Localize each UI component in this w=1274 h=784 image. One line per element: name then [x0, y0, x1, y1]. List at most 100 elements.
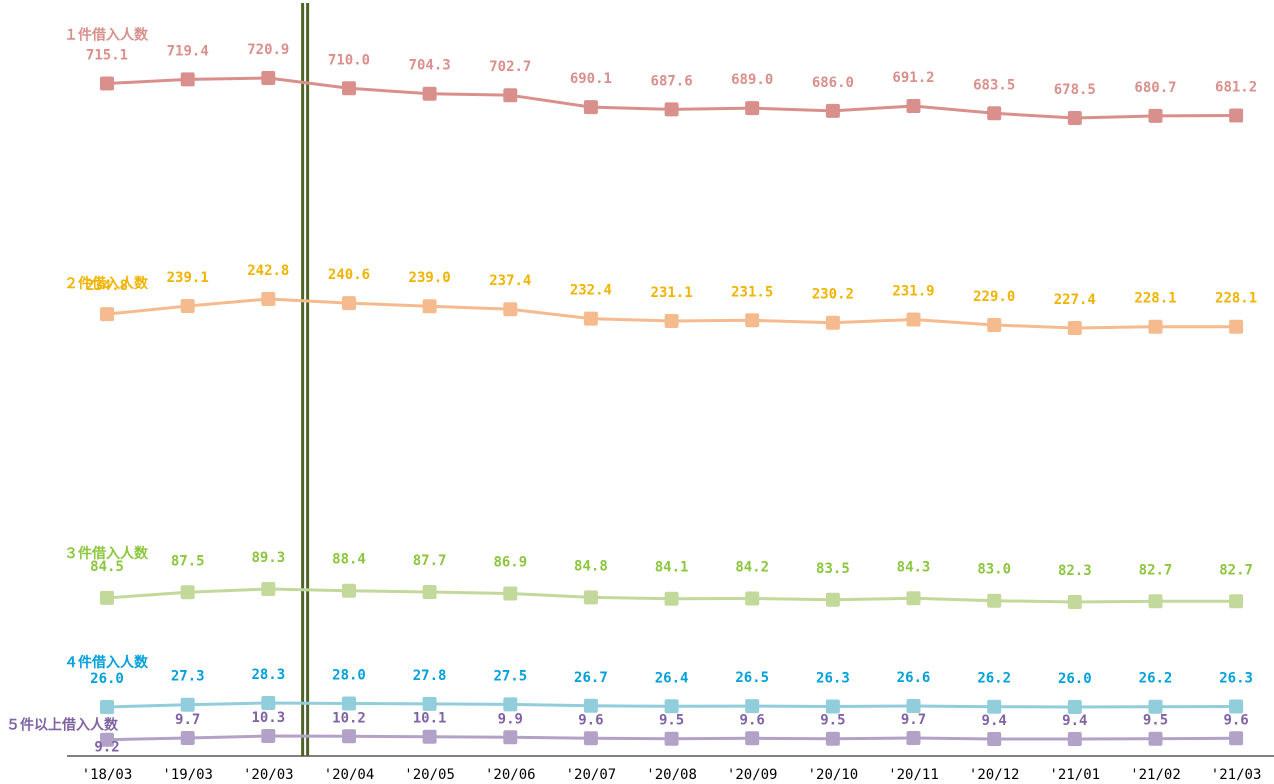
data-label-4-10: 26.3: [816, 671, 850, 687]
data-point-1-3: [261, 71, 276, 85]
data-point-4-12: [987, 699, 1002, 714]
data-point-3-13: [1067, 595, 1082, 609]
data-point-1-11: [906, 99, 921, 113]
x-tick-label-2: '19/03: [162, 767, 213, 783]
x-tick-label-15: '21/03: [1211, 767, 1262, 783]
data-label-4-11: 26.6: [897, 670, 931, 686]
data-label-1-14: 680.7: [1134, 80, 1176, 96]
data-label-1-12: 683.5: [973, 77, 1015, 93]
data-label-4-5: 27.8: [413, 668, 447, 684]
x-tick-label-10: '20/10: [808, 767, 859, 783]
x-tick-label-11: '20/11: [888, 767, 939, 783]
data-point-3-15: [1229, 594, 1244, 609]
data-point-5-12: [987, 732, 1002, 746]
data-label-2-7: 232.4: [570, 283, 612, 299]
x-tick-label-7: '20/07: [566, 767, 617, 783]
data-point-5-11: [906, 731, 921, 745]
data-label-1-7: 690.1: [570, 71, 612, 87]
data-point-3-1: [100, 590, 114, 605]
data-point-5-8: [664, 731, 679, 746]
data-label-2-2: 239.1: [167, 270, 209, 286]
data-point-5-2: [180, 731, 195, 745]
data-label-2-11: 231.9: [892, 284, 934, 300]
data-point-4-14: [1148, 699, 1163, 714]
data-point-2-4: [342, 296, 356, 311]
data-label-5-2: 9.7: [175, 712, 200, 728]
data-point-4-13: [1067, 700, 1082, 714]
data-label-3-12: 83.0: [977, 562, 1011, 578]
data-label-4-14: 26.2: [1139, 671, 1173, 687]
data-point-5-15: [1229, 731, 1244, 746]
data-point-1-10: [825, 103, 840, 118]
data-label-5-12: 9.4: [982, 713, 1007, 729]
data-point-2-8: [664, 314, 679, 328]
data-label-2-5: 239.0: [409, 270, 451, 286]
data-point-3-9: [745, 591, 760, 606]
data-point-1-5: [422, 86, 437, 101]
series-name-3: ３件借入人数: [64, 545, 149, 562]
data-point-2-3: [261, 292, 276, 306]
data-point-1-8: [664, 102, 679, 117]
x-tick-label-1: '18/03: [82, 767, 133, 783]
data-label-4-1: 26.0: [90, 671, 124, 687]
data-point-1-2: [180, 72, 195, 87]
data-point-2-1: [100, 307, 114, 322]
data-point-3-7: [583, 590, 598, 605]
data-point-4-4: [342, 696, 356, 711]
data-point-4-3: [261, 696, 276, 710]
data-label-1-5: 704.3: [409, 58, 451, 74]
data-point-5-14: [1148, 731, 1163, 746]
data-point-3-3: [261, 582, 276, 596]
data-label-3-7: 84.8: [574, 558, 608, 574]
data-label-4-15: 26.3: [1219, 671, 1253, 687]
data-label-4-3: 28.3: [251, 667, 285, 683]
x-tick-label-4: '20/04: [324, 767, 375, 783]
data-point-2-7: [583, 311, 598, 326]
x-tick-label-12: '20/12: [969, 767, 1020, 783]
data-label-3-10: 83.5: [816, 561, 850, 577]
data-label-3-5: 87.7: [413, 553, 447, 569]
data-label-1-10: 686.0: [812, 75, 854, 91]
data-label-2-10: 230.2: [812, 287, 854, 303]
data-point-2-6: [503, 302, 518, 317]
data-point-3-8: [664, 591, 679, 606]
data-label-4-6: 27.5: [493, 668, 527, 684]
data-point-3-10: [825, 592, 840, 607]
data-point-2-14: [1148, 319, 1163, 334]
data-label-1-13: 678.5: [1054, 82, 1096, 98]
data-label-5-3: 10.3: [251, 710, 285, 726]
x-tick-label-13: '21/01: [1050, 767, 1101, 783]
data-label-5-10: 9.5: [820, 713, 845, 729]
x-tick-label-6: '20/06: [485, 767, 536, 783]
series-name-4: ４件借入人数: [64, 654, 149, 671]
data-label-4-13: 26.0: [1058, 671, 1092, 687]
data-label-5-11: 9.7: [901, 712, 926, 728]
data-point-1-4: [342, 81, 356, 96]
data-label-2-12: 229.0: [973, 289, 1015, 305]
data-label-3-4: 88.4: [332, 552, 366, 568]
x-tick-label-9: '20/09: [727, 767, 778, 783]
data-point-1-7: [583, 100, 598, 115]
data-point-4-11: [906, 699, 921, 713]
data-label-4-12: 26.2: [977, 671, 1011, 687]
data-label-3-3: 89.3: [251, 550, 285, 566]
data-label-2-15: 228.1: [1215, 291, 1257, 307]
data-point-1-6: [503, 88, 518, 103]
data-label-2-8: 231.1: [651, 285, 693, 301]
data-label-2-3: 242.8: [247, 263, 289, 279]
series-name-5: ５件以上借入人数: [6, 717, 119, 734]
data-label-1-9: 689.0: [731, 72, 773, 88]
data-label-3-2: 87.5: [171, 553, 205, 569]
data-label-5-13: 9.4: [1062, 713, 1087, 729]
data-label-5-14: 9.5: [1143, 713, 1168, 729]
data-point-2-2: [180, 299, 195, 313]
data-point-3-2: [180, 585, 195, 600]
data-point-1-1: [100, 76, 114, 91]
data-point-3-14: [1148, 594, 1163, 609]
data-label-2-14: 228.1: [1134, 291, 1176, 307]
data-label-5-1: 9.2: [94, 740, 119, 756]
data-point-4-10: [825, 699, 840, 714]
data-label-4-7: 26.7: [574, 670, 608, 686]
data-label-3-1: 84.5: [90, 559, 124, 575]
data-label-3-15: 82.7: [1219, 562, 1253, 578]
